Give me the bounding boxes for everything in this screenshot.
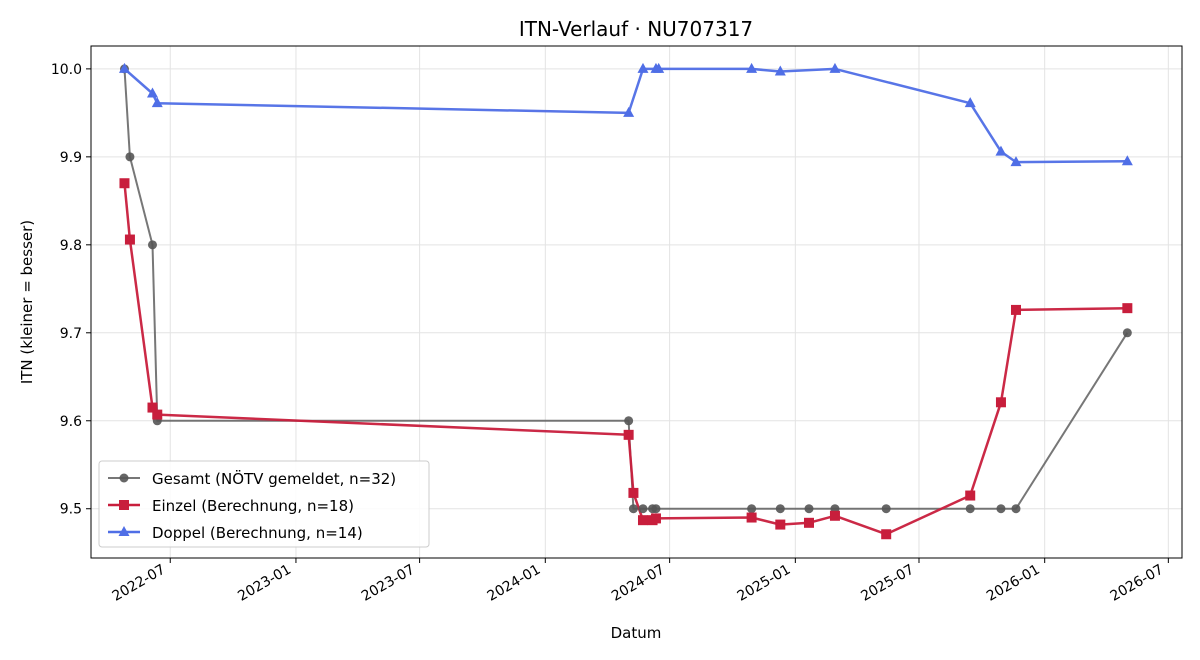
data-point-doppel (623, 106, 635, 117)
data-point-doppel (151, 97, 163, 108)
data-point-gesamt (628, 504, 638, 514)
data-point-doppel (653, 62, 665, 73)
y-tick-label: 9.8 (60, 238, 82, 254)
data-point-einzel (775, 519, 786, 530)
data-point-gesamt (1122, 328, 1132, 338)
series-line-doppel (123, 67, 1128, 164)
y-axis-ticks: 9.5 9.6 9.7 9.8 9.9 10.0 (51, 62, 91, 518)
data-point-gesamt (881, 504, 891, 514)
data-point-gesamt (747, 504, 757, 514)
legend-marker-gesamt (119, 473, 129, 483)
data-point-gesamt (624, 416, 634, 426)
data-point-gesamt (125, 152, 135, 162)
y-tick-label: 9.9 (60, 150, 82, 166)
data-point-einzel (1010, 304, 1021, 315)
data-point-einzel (124, 234, 135, 245)
data-point-gesamt (638, 504, 648, 514)
data-point-einzel (147, 402, 158, 413)
data-point-gesamt (147, 240, 157, 250)
data-point-doppel (964, 97, 976, 108)
series-markers (118, 62, 1133, 540)
data-point-doppel (829, 62, 841, 73)
data-point-gesamt (775, 504, 785, 514)
data-point-einzel (623, 429, 634, 440)
data-point-einzel (637, 515, 648, 526)
legend-box (98, 460, 430, 548)
data-point-doppel (637, 62, 649, 73)
data-point-einzel (628, 487, 639, 498)
data-point-doppel (995, 145, 1007, 156)
y-tick-label: 9.5 (60, 502, 82, 518)
data-point-einzel (881, 529, 892, 540)
data-point-gesamt (996, 504, 1006, 514)
data-point-doppel (146, 87, 158, 98)
legend-label-gesamt: Gesamt (NÖTV gemeldet, n=32) (152, 469, 396, 488)
legend-marker-einzel (119, 500, 129, 510)
data-point-einzel (746, 512, 757, 523)
x-axis-label: Datum (611, 624, 662, 642)
data-point-einzel (829, 510, 840, 521)
data-point-gesamt (965, 504, 975, 514)
y-tick-label: 9.7 (60, 326, 82, 342)
data-point-doppel (1010, 156, 1022, 167)
data-point-einzel (995, 397, 1006, 408)
y-tick-label: 9.6 (60, 414, 82, 430)
data-point-einzel (650, 513, 661, 524)
data-point-einzel (119, 178, 130, 189)
series-line-gesamt (123, 68, 1129, 510)
data-point-gesamt (651, 504, 661, 514)
legend-marker-doppel (118, 526, 130, 536)
data-point-einzel (1122, 303, 1133, 314)
y-tick-label: 10.0 (51, 62, 82, 78)
data-point-doppel (746, 62, 758, 73)
data-point-einzel (152, 409, 163, 420)
data-point-doppel (1121, 155, 1133, 166)
legend-label-doppel: Doppel (Berechnung, n=14) (152, 524, 363, 542)
data-point-doppel (774, 65, 786, 76)
y-axis-label: ITN (kleiner = besser) (18, 220, 36, 384)
data-point-doppel (118, 62, 130, 73)
chart-title: ITN-Verlauf · NU707317 (519, 17, 753, 41)
plot-frame (90, 45, 1183, 559)
data-point-einzel (803, 517, 814, 528)
legend: Gesamt (NÖTV gemeldet, n=32) Einzel (Ber… (98, 460, 430, 548)
data-point-einzel (965, 490, 976, 501)
data-point-gesamt (1011, 504, 1021, 514)
legend-label-einzel: Einzel (Berechnung, n=18) (152, 497, 354, 515)
data-point-gesamt (804, 504, 814, 514)
